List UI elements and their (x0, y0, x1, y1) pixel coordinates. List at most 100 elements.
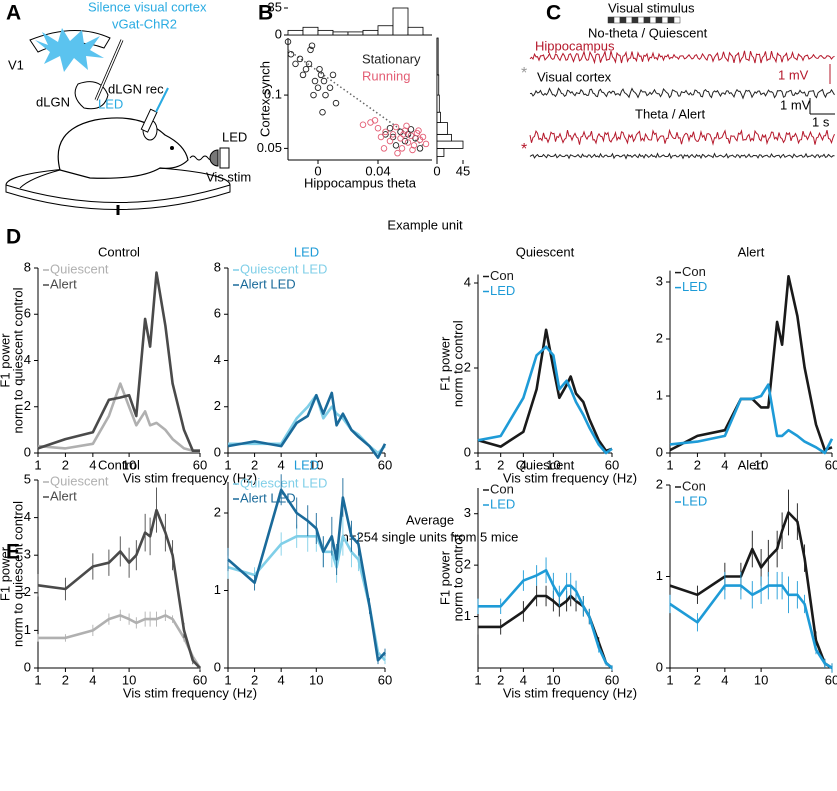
y-tick-label: 35 (268, 0, 282, 14)
point (310, 91, 317, 99)
x-tick-label: 1 (666, 672, 673, 687)
x-tick-label: 10 (754, 457, 768, 472)
bar (317, 29, 334, 36)
label: LED (222, 129, 247, 144)
x-tick-label: 10 (754, 672, 768, 687)
series-line (227, 391, 387, 459)
y-tick-label: 3 (24, 547, 31, 562)
point (287, 51, 295, 58)
point (284, 38, 292, 46)
scale-label: 1 s (812, 114, 830, 129)
x-tick-label: 2 (694, 457, 701, 472)
label: Hippocampus (535, 38, 615, 53)
led-dome (209, 149, 219, 167)
point (403, 122, 410, 130)
y-tick-label: 2 (464, 359, 471, 374)
x-tick-label: 1 (224, 672, 231, 687)
bar (436, 37, 439, 76)
y-tick-label: 4 (214, 352, 221, 367)
legend-label: Con (490, 268, 514, 283)
y-tick-label: 1 (464, 608, 471, 623)
bar (362, 29, 379, 36)
series-line (37, 271, 200, 452)
bar (436, 133, 452, 142)
x-tick-label: 2 (251, 457, 258, 472)
panel-letter: B (258, 2, 273, 25)
x-tick-label: 2 (497, 672, 504, 687)
chart-title: LED (294, 244, 319, 259)
x-tick-label: 2 (62, 457, 69, 472)
panel-letter: A (6, 2, 21, 25)
legend-label: LED (490, 496, 515, 511)
y-tick-label: 3 (656, 273, 663, 288)
stimulus-bar (607, 16, 681, 24)
label: Visual stimulus (608, 0, 695, 15)
series-line (669, 383, 834, 455)
traces-panel: Visual stimulus No-theta / Quiescent Hip… (521, 0, 835, 158)
x-axis-label: Hippocampus theta (304, 175, 417, 190)
marker: * (521, 65, 527, 82)
subheading: n=254 single units from 5 mice (342, 529, 519, 544)
point (404, 139, 412, 146)
panel-letter: C (546, 2, 561, 25)
x-tick-label: 1 (666, 457, 673, 472)
y-axis-label: norm to quiescent control (10, 287, 25, 433)
y-tick-label: 2 (214, 398, 221, 413)
chart-title: Control (98, 457, 140, 472)
y-tick-label: 4 (24, 509, 31, 524)
legend-label: Con (682, 478, 706, 493)
x-tick-label: 10 (309, 672, 323, 687)
x-tick-label: 4 (89, 457, 96, 472)
point (322, 91, 329, 99)
label: vGat-ChR2 (112, 16, 177, 31)
chart-title: Quiescent (516, 457, 575, 472)
y-axis-label: norm to control (450, 320, 465, 407)
point (307, 46, 314, 54)
label: Vis stim (206, 169, 251, 184)
point (316, 65, 323, 73)
trace (529, 128, 835, 146)
x-tick-label: 4 (721, 672, 728, 687)
series-line (38, 614, 202, 669)
point (359, 121, 367, 128)
chart-title: Quiescent (516, 244, 575, 259)
point (398, 145, 406, 152)
series-line (37, 508, 201, 669)
y-axis-label: F1 power (437, 550, 452, 605)
x-tick-label: 4 (89, 672, 96, 687)
x-tick-label: 60 (193, 457, 207, 472)
label: dLGN (36, 94, 70, 109)
y-axis-label: F1 power (0, 546, 12, 601)
fiber (155, 87, 169, 113)
series-line (478, 569, 613, 669)
x-tick-label: 45 (456, 163, 470, 178)
y-tick-label: 0.05 (257, 140, 282, 155)
x-axis-label: Vis stim frequency (Hz) (123, 470, 257, 485)
point (392, 123, 400, 131)
legend-label: Alert (50, 488, 77, 503)
x-tick-label: 10 (122, 672, 136, 687)
y-axis-label: norm to control (450, 535, 465, 622)
stimulus-cell (661, 16, 669, 24)
bar (436, 140, 464, 149)
y-tick-label: 2 (656, 476, 663, 491)
led-box (219, 147, 230, 169)
point (311, 77, 319, 85)
y-tick-label: 2 (656, 330, 663, 345)
y-tick-label: 6 (214, 306, 221, 321)
stimulus-cell (667, 16, 675, 24)
bar (436, 122, 448, 135)
x-tick-label: 2 (251, 672, 258, 687)
x-tick-label: 10 (546, 457, 560, 472)
y-tick-label: 6 (24, 306, 31, 321)
x-tick-label: 1 (474, 457, 481, 472)
x-tick-label: 1 (34, 672, 41, 687)
point (415, 127, 422, 134)
point (299, 71, 307, 79)
bar (436, 147, 445, 157)
bar (332, 31, 349, 36)
point (382, 128, 389, 136)
chart-title: Alert (738, 244, 765, 259)
x-tick-label: 10 (309, 457, 323, 472)
heading: Average (406, 512, 454, 527)
